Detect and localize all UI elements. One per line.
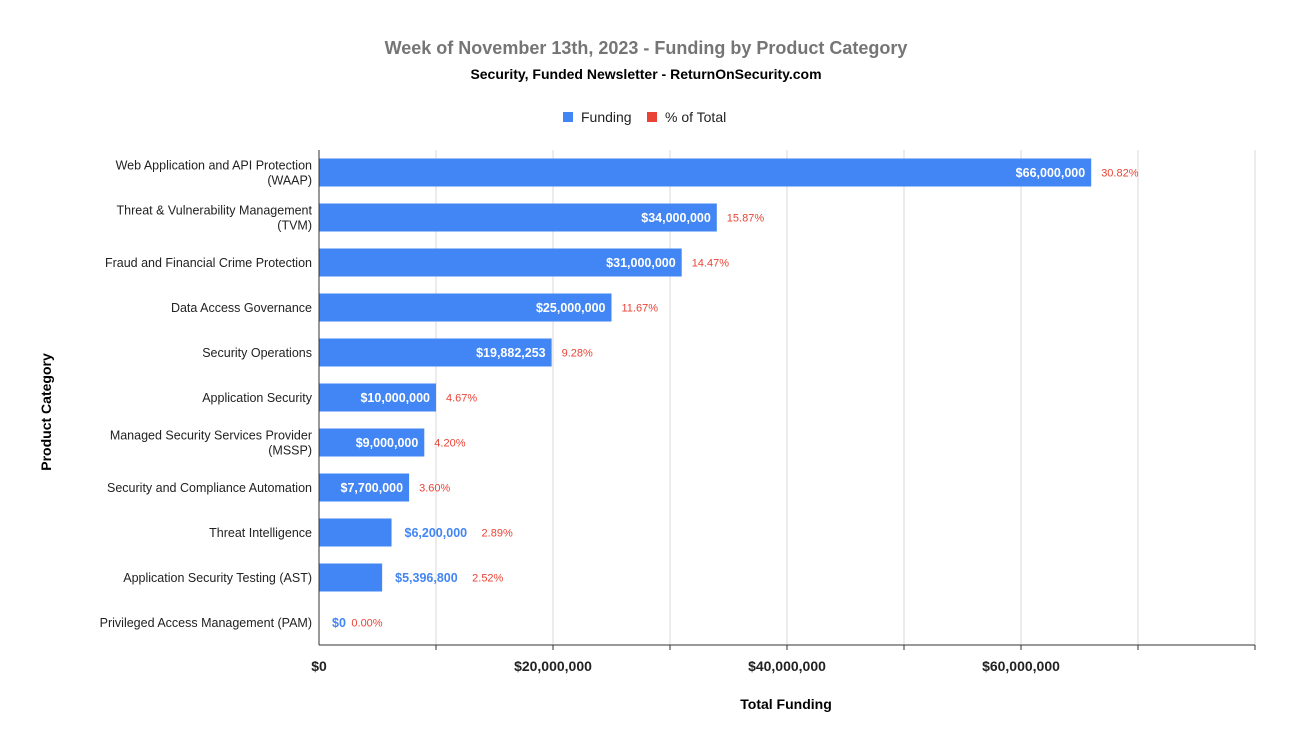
category-label: Threat & Vulnerability Management (TVM) bbox=[117, 204, 313, 233]
category-label: Threat Intelligence bbox=[209, 526, 312, 540]
percent-label: 2.52% bbox=[472, 573, 503, 585]
bar bbox=[319, 203, 717, 232]
category-label: Privileged Access Management (PAM) bbox=[100, 616, 312, 630]
x-axis: $0 $20,000,000 $40,000,000 $60,000,000 bbox=[311, 150, 1256, 674]
category-label: Managed Security Services Provider (MSSP) bbox=[110, 429, 312, 458]
bar-value-label: $19,882,253 bbox=[476, 346, 546, 360]
category-label: Web Application and API Protection (WAAP) bbox=[116, 159, 312, 188]
legend-label-funding: Funding bbox=[581, 109, 632, 125]
x-tick-label: $20,000,000 bbox=[514, 658, 592, 674]
percent-label: 0.00% bbox=[351, 618, 382, 630]
y-axis-title: Product Category bbox=[38, 353, 54, 471]
bar-value-label: $31,000,000 bbox=[606, 256, 676, 270]
data-labels: $66,000,000 30.82% $34,000,000 15.87% $31,00… bbox=[332, 166, 1139, 630]
category-label: Application Security bbox=[202, 391, 313, 405]
bar-value-label: $7,700,000 bbox=[341, 481, 404, 495]
bar-value-label: $25,000,000 bbox=[536, 301, 606, 315]
bar bbox=[319, 518, 392, 547]
category-label: Application Security Testing (AST) bbox=[123, 571, 312, 585]
percent-label: 4.67% bbox=[446, 393, 477, 405]
bar-value-label: $5,396,800 bbox=[395, 571, 458, 585]
legend-swatch-percent bbox=[647, 112, 657, 122]
legend: Funding % of Total bbox=[563, 109, 726, 125]
bar bbox=[319, 338, 552, 367]
bar bbox=[319, 383, 436, 412]
percent-label: 30.82% bbox=[1101, 168, 1139, 180]
gridlines bbox=[435, 150, 1256, 645]
bar-value-label: $9,000,000 bbox=[356, 436, 419, 450]
bar bbox=[319, 158, 1092, 187]
bar bbox=[319, 473, 410, 502]
bar-value-label: $6,200,000 bbox=[405, 526, 468, 540]
chart-subtitle: Security, Funded Newsletter - ReturnOnSe… bbox=[470, 66, 821, 82]
percent-label: 15.87% bbox=[727, 213, 765, 225]
category-label: Data Access Governance bbox=[171, 301, 312, 315]
category-label: Fraud and Financial Crime Protection bbox=[105, 256, 312, 270]
bar bbox=[319, 563, 383, 592]
chart-title: Week of November 13th, 2023 - Funding by… bbox=[385, 38, 908, 58]
x-tick-label: $60,000,000 bbox=[982, 658, 1060, 674]
bars bbox=[319, 158, 1092, 592]
x-axis-title: Total Funding bbox=[740, 696, 832, 712]
percent-label: 2.89% bbox=[482, 528, 513, 540]
category-labels: Web Application and API Protection (WAAP)… bbox=[100, 159, 313, 631]
legend-swatch-funding bbox=[563, 112, 573, 122]
bar bbox=[319, 293, 612, 322]
bar-value-label: $10,000,000 bbox=[360, 391, 430, 405]
bar-value-label: $66,000,000 bbox=[1016, 166, 1086, 180]
bar-value-label: $0 bbox=[332, 616, 346, 630]
category-label: Security and Compliance Automation bbox=[107, 481, 312, 495]
x-tick-label: $40,000,000 bbox=[748, 658, 826, 674]
bar bbox=[319, 428, 425, 457]
legend-label-percent: % of Total bbox=[665, 109, 726, 125]
category-label: Security Operations bbox=[202, 346, 312, 360]
percent-label: 11.67% bbox=[622, 303, 659, 315]
percent-label: 4.20% bbox=[434, 438, 465, 450]
bar bbox=[319, 248, 682, 277]
percent-label: 3.60% bbox=[419, 483, 450, 495]
percent-label: 9.28% bbox=[562, 348, 593, 360]
x-tick-label: $0 bbox=[311, 658, 327, 674]
percent-label: 14.47% bbox=[692, 258, 730, 270]
bar-value-label: $34,000,000 bbox=[641, 211, 711, 225]
